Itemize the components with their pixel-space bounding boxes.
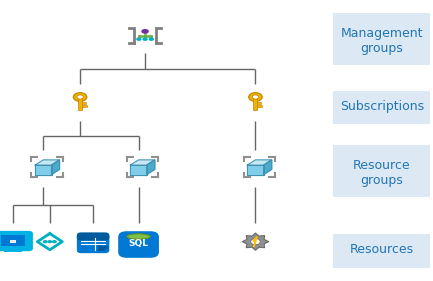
Bar [10,248,16,251]
Circle shape [142,37,148,41]
Polygon shape [52,160,60,175]
Bar [258,105,262,107]
FancyBboxPatch shape [333,91,430,124]
Polygon shape [247,165,264,175]
Circle shape [252,95,259,99]
Bar [82,102,86,104]
Polygon shape [247,160,272,165]
Circle shape [251,239,260,245]
Bar [82,105,87,107]
Text: SQL: SQL [129,239,149,248]
Polygon shape [130,160,155,165]
Circle shape [47,240,52,243]
FancyBboxPatch shape [333,145,430,197]
FancyBboxPatch shape [77,234,109,253]
Bar [258,102,261,104]
Circle shape [136,37,142,41]
Text: Resource
groups: Resource groups [353,159,411,187]
Text: Management
groups: Management groups [341,27,423,55]
Bar [253,96,258,110]
Circle shape [43,240,48,243]
Polygon shape [147,160,155,175]
Polygon shape [264,160,272,175]
Circle shape [149,37,154,41]
FancyBboxPatch shape [333,234,430,268]
Bar [1,235,25,246]
Circle shape [249,93,262,101]
FancyBboxPatch shape [77,232,109,241]
Polygon shape [99,246,108,250]
Text: Subscriptions: Subscriptions [340,100,424,113]
Ellipse shape [127,234,150,239]
FancyBboxPatch shape [0,231,33,251]
Bar [78,96,82,110]
FancyBboxPatch shape [10,240,16,243]
FancyBboxPatch shape [118,231,159,258]
Polygon shape [35,160,60,165]
Circle shape [73,93,87,101]
Circle shape [77,95,83,99]
Text: Resources: Resources [350,243,414,256]
Circle shape [141,29,149,34]
Polygon shape [242,233,268,250]
Polygon shape [130,165,147,175]
Polygon shape [253,236,257,247]
Polygon shape [35,165,52,175]
Bar [4,250,22,252]
FancyBboxPatch shape [333,13,430,65]
Circle shape [52,240,57,243]
